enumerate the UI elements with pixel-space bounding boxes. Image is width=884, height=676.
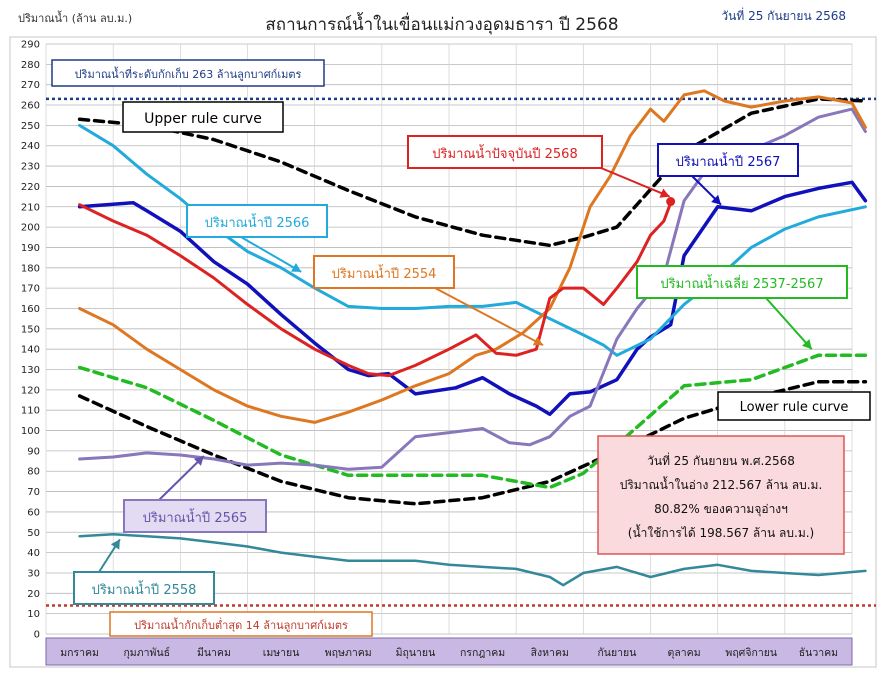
current-point-marker	[666, 197, 676, 207]
y-tick-50: 50	[27, 528, 40, 539]
y-tick-160: 160	[21, 304, 40, 315]
svg-text:Lower rule curve: Lower rule curve	[740, 400, 849, 415]
y-tick-60: 60	[27, 507, 40, 518]
svg-text:ปริมาณน้ำเฉลี่ย 2537-2567: ปริมาณน้ำเฉลี่ย 2537-2567	[660, 274, 823, 292]
svg-text:ปริมาณน้ำปี 2554: ปริมาณน้ำปี 2554	[332, 264, 437, 282]
arrow-2568	[600, 167, 671, 198]
info-box: วันที่ 25 กันยายน พ.ศ.2568 ปริมาณน้ำในอ่…	[597, 435, 845, 555]
svg-text:ปริมาณน้ำปี 2565: ปริมาณน้ำปี 2565	[143, 508, 248, 526]
y-tick-280: 280	[21, 60, 40, 71]
y-tick-260: 260	[21, 101, 40, 112]
chart-title: สถานการณ์น้ำในเขื่อนแม่กวงอุดมธารา ปี 25…	[265, 12, 618, 35]
svg-text:ปริมาณน้ำกักเก็บต่ำสุด 14 ล้าน: ปริมาณน้ำกักเก็บต่ำสุด 14 ล้านลูกบาศก์เม…	[134, 617, 348, 632]
y-axis-label: ปริมาณน้ำ (ล้าน ลบ.ม.)	[18, 10, 132, 25]
y-tick-290: 290	[21, 40, 40, 51]
arrow-average	[765, 297, 813, 350]
full-capacity-label: ปริมาณน้ำที่ระดับกักเก็บ 263 ล้านลูกบาศก…	[51, 59, 325, 87]
callout-arrows	[98, 167, 813, 573]
y-tick-250: 250	[21, 121, 40, 132]
y-tick-90: 90	[27, 446, 40, 457]
y-tick-0: 0	[34, 630, 40, 641]
y-tick-270: 270	[21, 80, 40, 91]
y-tick-140: 140	[21, 345, 40, 356]
info-date: วันที่ 25 กันยายน พ.ศ.2568	[647, 452, 795, 468]
series-line-6	[78, 533, 867, 587]
arrow-2558	[98, 538, 121, 573]
y-tick-10: 10	[27, 609, 40, 620]
svg-text:ปริมาณน้ำปี 2567: ปริมาณน้ำปี 2567	[676, 152, 781, 170]
y-tick-30: 30	[27, 568, 40, 579]
month-label-10: ตุลาคม	[668, 647, 701, 659]
y-tick-100: 100	[21, 426, 40, 437]
y-tick-220: 220	[21, 182, 40, 193]
y-tick-170: 170	[21, 284, 40, 295]
year-2566-label: ปริมาณน้ำปี 2566	[186, 204, 328, 238]
y-tick-labels: 0 10 20 30 40 50 60 70 80 90 100 110 120 130 140 150 160…	[21, 40, 40, 641]
chart-date: วันที่ 25 กันยายน 2568	[721, 7, 846, 23]
x-axis-band	[45, 637, 853, 666]
y-tick-210: 210	[21, 202, 40, 213]
y-tick-230: 230	[21, 162, 40, 173]
series-line-3	[77, 180, 868, 417]
average-label: ปริมาณน้ำเฉลี่ย 2537-2567	[636, 265, 848, 299]
month-label-5: พฤษภาคม	[325, 647, 372, 659]
y-tick-40: 40	[27, 548, 40, 559]
upper-rule-curve-label: Upper rule curve	[122, 101, 284, 133]
month-label-11: พฤศจิกายน	[725, 647, 777, 659]
month-label-9: กันยายน	[597, 647, 636, 659]
y-tick-80: 80	[27, 467, 40, 478]
series-line-7	[78, 89, 867, 424]
arrow-2565	[158, 455, 205, 501]
series-line-8	[78, 201, 673, 378]
month-label-6: มิถุนายน	[396, 647, 436, 659]
month-label-8: สิงหาคม	[531, 647, 569, 659]
svg-text:ปริมาณน้ำปัจจุบันปี 2568: ปริมาณน้ำปัจจุบันปี 2568	[432, 144, 577, 162]
reference-lines	[46, 97, 876, 607]
arrow-2567	[691, 175, 722, 206]
year-2565-label: ปริมาณน้ำปี 2565	[123, 499, 267, 533]
lower-rule-curve-label: Lower rule curve	[717, 391, 871, 421]
month-label-2: กุมภาพันธ์	[123, 646, 170, 659]
month-labels: มกราคม กุมภาพันธ์ มีนาคม เมษายน พฤษภาคม มิถุน…	[60, 646, 838, 659]
arrow-2554	[434, 287, 544, 346]
y-tick-130: 130	[21, 365, 40, 376]
info-volume: ปริมาณน้ำในอ่าง 212.567 ล้าน ลบ.ม.	[620, 476, 823, 492]
plot-border	[9, 36, 877, 668]
year-2554-label: ปริมาณน้ำปี 2554	[313, 255, 455, 289]
y-tick-20: 20	[27, 589, 40, 600]
month-label-1: มกราคม	[60, 647, 99, 659]
minimum-storage-label: ปริมาณน้ำกักเก็บต่ำสุด 14 ล้านลูกบาศก์เม…	[109, 611, 373, 637]
current-2568-label: ปริมาณน้ำปัจจุบันปี 2568	[407, 135, 603, 169]
y-tick-200: 200	[21, 223, 40, 234]
year-2558-label: ปริมาณน้ำปี 2558	[73, 571, 215, 605]
month-label-12: ธันวาคม	[799, 647, 838, 659]
month-label-7: กรกฎาคม	[460, 647, 505, 659]
current-point	[666, 197, 676, 207]
month-label-4: เมษายน	[263, 647, 300, 659]
svg-text:ปริมาณน้ำที่ระดับกักเก็บ 263 ล: ปริมาณน้ำที่ระดับกักเก็บ 263 ล้านลูกบาศก…	[75, 66, 302, 81]
y-tick-70: 70	[27, 487, 40, 498]
y-tick-240: 240	[21, 141, 40, 152]
y-tick-180: 180	[21, 263, 40, 274]
svg-text:ปริมาณน้ำปี 2566: ปริมาณน้ำปี 2566	[205, 213, 310, 231]
svg-text:ปริมาณน้ำปี 2558: ปริมาณน้ำปี 2558	[92, 580, 197, 598]
year-2567-label: ปริมาณน้ำปี 2567	[657, 143, 799, 177]
series-line-0	[77, 97, 868, 248]
series-line-2	[77, 353, 868, 490]
y-tick-110: 110	[21, 406, 40, 417]
arrow-2566	[240, 236, 302, 273]
y-tick-150: 150	[21, 324, 40, 335]
info-percent: 80.82% ของความจุอ่างฯ	[654, 502, 788, 517]
y-tick-190: 190	[21, 243, 40, 254]
info-usable: (น้ำใช้การได้ 198.567 ล้าน ลบ.ม.)	[628, 524, 814, 540]
y-tick-120: 120	[21, 385, 40, 396]
svg-text:Upper rule curve: Upper rule curve	[144, 111, 262, 127]
month-label-3: มีนาคม	[197, 646, 231, 659]
